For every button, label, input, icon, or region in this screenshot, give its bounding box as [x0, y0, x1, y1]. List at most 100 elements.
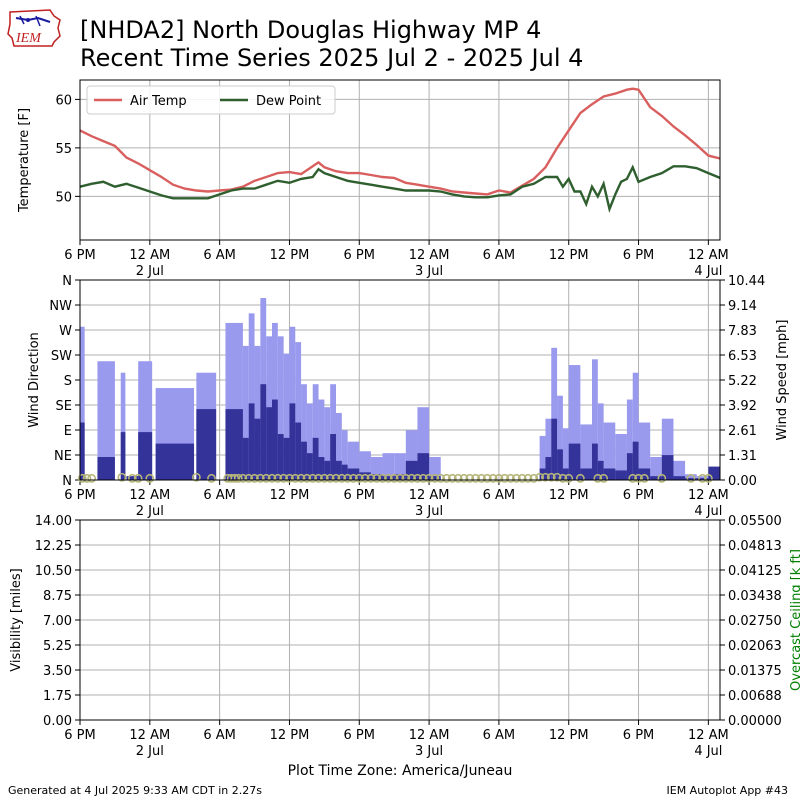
direction-marker-8: [207, 473, 216, 483]
speed-bar-44: [615, 470, 627, 480]
x-tick-sublabel-2-5: 3 Jul: [415, 744, 443, 759]
gust-bar-37: [557, 395, 563, 480]
direction-marker-44: [418, 473, 428, 483]
gust-bar-30: [394, 453, 406, 480]
direction-marker-40: [395, 473, 405, 483]
temp-y-tick-label-1: 55: [55, 142, 72, 157]
wind-y-tick-label-3: SE: [56, 399, 72, 414]
gust-bar-21: [318, 399, 325, 480]
direction-marker-24: [302, 473, 312, 483]
wind-y-tick-label-8: N: [62, 274, 72, 289]
vis-y-tick-label-5: 8.75: [43, 589, 72, 604]
gust-bar-33: [429, 457, 441, 480]
ceiling-y2-tick-label-8: 0.05500: [728, 514, 782, 529]
speed-bar-25: [341, 464, 348, 480]
speed-bar-4: [138, 432, 153, 480]
speed-bar-15: [283, 437, 290, 480]
temp-legend-box: [86, 85, 336, 115]
direction-marker-61: [517, 473, 527, 483]
x-tick-label-1-8: 6 PM: [623, 488, 654, 503]
direction-marker-76: [657, 473, 667, 483]
wind-y-tick-label-0: N: [62, 474, 72, 489]
speed-bar-32: [417, 453, 430, 480]
direction-marker-41: [401, 473, 411, 483]
direction-marker-69: [564, 473, 574, 483]
gust-bar-0: [80, 326, 85, 480]
speed-bar-38: [562, 468, 569, 480]
wind-y-tick-label-5: SW: [51, 349, 72, 364]
direction-marker-64: [535, 472, 545, 482]
direction-marker-46: [430, 473, 440, 483]
direction-marker-51: [459, 473, 469, 483]
gust-bar-49: [661, 418, 674, 480]
direction-marker-66: [546, 472, 556, 482]
wind-plot-frame: [79, 279, 721, 481]
speed-bar-18: [301, 441, 307, 480]
speed-bar-50: [673, 476, 686, 480]
series-line-air-temp: [79, 87, 721, 196]
direction-marker-25: [308, 473, 318, 483]
gust-bar-39: [568, 365, 581, 480]
ceiling-y2-tick-label-5: 0.03438: [728, 589, 782, 604]
ceiling-y2-tick-label-7: 0.04813: [728, 539, 782, 554]
direction-marker-55: [482, 473, 492, 483]
generated-note: Generated at 4 Jul 2025 9:33 AM CDT in 2…: [8, 784, 262, 797]
wind-y2-tick-label-3: 3.92: [728, 399, 757, 414]
direction-marker-12: [233, 473, 243, 483]
direction-marker-19: [273, 473, 283, 483]
direction-marker-22: [290, 473, 300, 483]
wind-y2-axis-label: Wind Speed [mph]: [775, 320, 790, 441]
legend-label-1: Dew Point: [256, 94, 321, 109]
direction-marker-62: [523, 473, 533, 483]
ceiling-y2-tick-label-1: 0.00688: [728, 689, 782, 704]
direction-marker-34: [360, 473, 370, 483]
x-tick-label-2-5: 12 AM: [409, 728, 450, 743]
direction-marker-50: [453, 473, 463, 483]
x-tick-label-0-5: 12 AM: [409, 248, 450, 263]
x-tick-label-1-2: 6 AM: [203, 488, 236, 503]
gust-bar-10: [254, 345, 261, 480]
wind-y-tick-label-6: W: [59, 324, 72, 339]
speed-bar-9: [248, 403, 255, 480]
x-tick-sublabel-0-9: 4 Jul: [694, 264, 722, 279]
x-tick-label-1-1: 12 AM: [129, 488, 170, 503]
direction-marker-36: [372, 473, 382, 483]
gust-bar-15: [283, 353, 290, 480]
gust-bar-36: [551, 347, 558, 480]
gust-bar-24: [336, 412, 342, 480]
vis-y-tick-label-7: 12.25: [35, 539, 72, 554]
x-tick-sublabel-2-1: 2 Jul: [136, 744, 164, 759]
ceiling-y2-tick-label-6: 0.04125: [728, 564, 782, 579]
x-tick-label-2-4: 6 PM: [344, 728, 375, 743]
x-tick-label-1-9: 12 AM: [688, 488, 729, 503]
x-tick-label-0-4: 6 PM: [344, 248, 375, 263]
x-tick-label-0-8: 6 PM: [623, 248, 654, 263]
x-tick-sublabel-2-9: 4 Jul: [694, 744, 722, 759]
direction-marker-70: [575, 473, 585, 483]
x-tick-sublabel-0-5: 3 Jul: [415, 264, 443, 279]
direction-marker-30: [337, 473, 347, 483]
speed-bar-17: [295, 422, 302, 480]
gust-bar-2: [120, 372, 126, 480]
direction-marker-48: [442, 473, 451, 483]
gust-bar-1: [97, 361, 115, 480]
direction-marker-38: [383, 473, 393, 483]
x-tick-label-2-8: 6 PM: [623, 728, 654, 743]
direction-marker-43: [413, 473, 422, 483]
speed-bar-1: [97, 457, 115, 480]
speed-bar-14: [277, 434, 284, 480]
gust-bar-47: [638, 422, 651, 480]
speed-bar-7: [225, 409, 243, 480]
direction-marker-73: [628, 473, 638, 483]
direction-marker-53: [471, 473, 481, 483]
ceiling-y2-tick-label-4: 0.02750: [728, 614, 782, 629]
wind-y2-tick-label-6: 7.83: [728, 324, 757, 339]
speed-bar-42: [597, 460, 604, 480]
x-tick-label-0-2: 6 AM: [203, 248, 236, 263]
speed-bar-8: [242, 437, 249, 480]
direction-marker-39: [389, 473, 399, 483]
speed-bar-35: [545, 457, 552, 480]
x-tick-label-1-5: 12 AM: [409, 488, 450, 503]
direction-marker-33: [354, 473, 364, 483]
speed-bar-10: [254, 418, 261, 480]
